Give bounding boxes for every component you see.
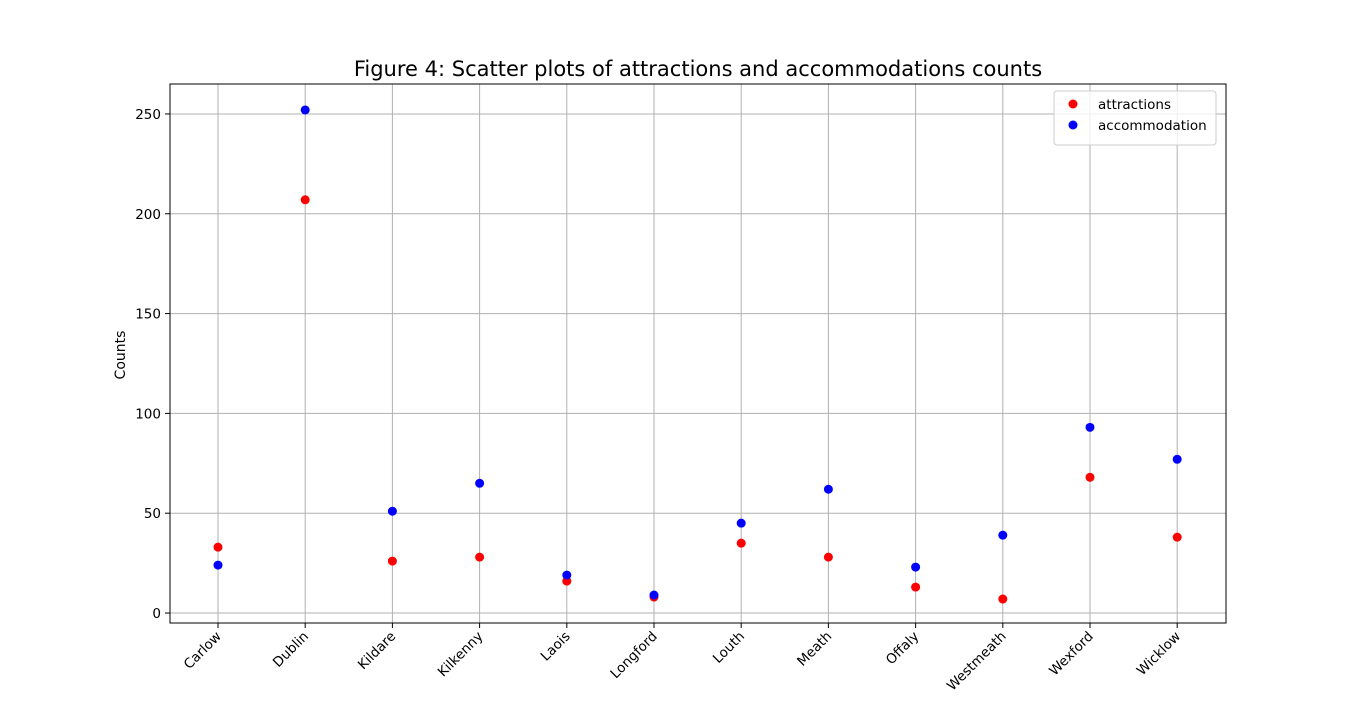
x-tick-label: Meath <box>794 629 835 670</box>
x-tick-label: Westmeath <box>944 629 1010 695</box>
attractions-point <box>736 538 746 548</box>
attractions-point <box>1172 532 1182 542</box>
data-points <box>213 105 1182 604</box>
accommodation-point <box>911 562 921 572</box>
legend: attractions accommodation <box>1053 90 1217 146</box>
accommodation-point <box>387 506 397 516</box>
attractions-point <box>213 542 223 552</box>
accommodation-point <box>475 478 485 488</box>
legend-marker-accommodation <box>1068 120 1078 130</box>
x-tick-label: Louth <box>710 629 748 667</box>
accommodation-point <box>1172 454 1182 464</box>
chart-title: Figure 4: Scatter plots of attractions a… <box>354 57 1042 81</box>
attractions-point <box>387 556 397 566</box>
legend-box <box>1053 90 1217 146</box>
y-axis-label: Counts <box>113 331 129 380</box>
attractions-point <box>300 195 310 205</box>
x-tick-label: Dublin <box>270 629 312 671</box>
legend-marker-attractions <box>1068 99 1078 109</box>
y-tick-label: 200 <box>135 207 161 223</box>
accommodation-point <box>300 105 310 115</box>
y-tick-label: 0 <box>152 606 161 622</box>
attractions-point <box>823 552 833 562</box>
y-tick-label: 100 <box>135 406 161 422</box>
x-tick-label: Wexford <box>1046 629 1097 680</box>
attractions-point <box>998 594 1008 604</box>
accommodation-point <box>213 560 223 570</box>
y-tick-label: 250 <box>135 107 161 123</box>
attractions-point <box>475 552 485 562</box>
y-tick-label: 150 <box>135 307 161 323</box>
x-tick-label: Wicklow <box>1134 629 1184 679</box>
x-tick-label: Carlow <box>181 629 225 673</box>
plot-area-frame <box>169 83 1227 624</box>
accommodation-point <box>562 570 572 580</box>
x-tick-label: Offaly <box>883 629 923 669</box>
attractions-point <box>1085 472 1095 482</box>
legend-label-accommodation: accommodation <box>1098 118 1207 134</box>
accommodation-point <box>998 530 1008 540</box>
attractions-point <box>911 582 921 592</box>
accommodation-point <box>649 590 659 600</box>
accommodation-point <box>1085 422 1095 432</box>
x-tick-label: Laois <box>538 629 574 665</box>
accommodation-point <box>823 484 833 494</box>
x-tick-label: Kildare <box>355 629 399 673</box>
x-tick-label: Kilkenny <box>435 629 487 681</box>
y-tick-label: 50 <box>144 506 161 522</box>
grid <box>170 84 1226 623</box>
axis-ticks: Carlow Dublin Kildare Kilkenny Laois Longford… <box>135 107 1184 694</box>
x-tick-label: Longford <box>607 629 660 682</box>
accommodation-point <box>736 518 746 528</box>
legend-label-attractions: attractions <box>1098 97 1171 113</box>
